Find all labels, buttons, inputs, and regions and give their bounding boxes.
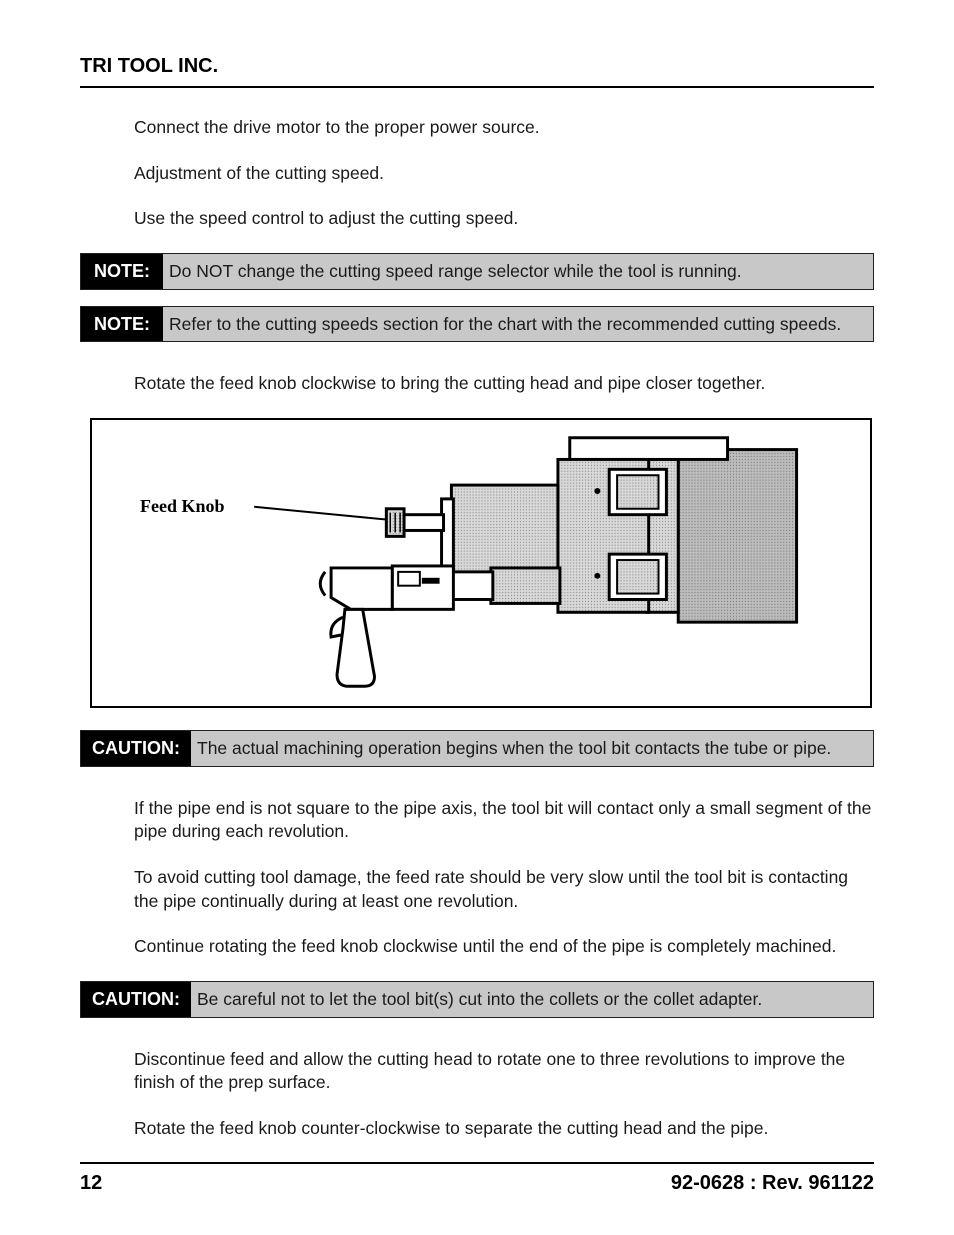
paragraph: Discontinue feed and allow the cutting h…: [134, 1048, 874, 1095]
caution-callout: CAUTION: Be careful not to let the tool …: [80, 981, 874, 1018]
tool-illustration: [92, 420, 870, 706]
page-footer: 12 92-0628 : Rev. 961122: [80, 1162, 874, 1195]
caution-label: CAUTION:: [81, 982, 191, 1017]
caution-callout: CAUTION: The actual machining operation …: [80, 730, 874, 767]
paragraph: If the pipe end is not square to the pip…: [134, 797, 874, 844]
caution-text: Be careful not to let the tool bit(s) cu…: [191, 982, 772, 1017]
caution-text: The actual machining operation begins wh…: [191, 731, 841, 766]
caution-label: CAUTION:: [81, 731, 191, 766]
paragraph: Rotate the feed knob clockwise to bring …: [134, 372, 874, 396]
paragraph: Rotate the feed knob counter-clockwise t…: [134, 1117, 874, 1141]
note-callout: NOTE: Do NOT change the cutting speed ra…: [80, 253, 874, 290]
note-label: NOTE:: [81, 254, 163, 289]
note-text: Refer to the cutting speeds section for …: [163, 307, 851, 342]
note-text: Do NOT change the cutting speed range se…: [163, 254, 752, 289]
company-name: TRI TOOL INC.: [80, 55, 218, 77]
paragraph: Adjustment of the cutting speed.: [134, 162, 874, 186]
paragraph: Continue rotating the feed knob clockwis…: [134, 935, 874, 959]
feed-knob-diagram: Feed Knob: [90, 418, 872, 708]
note-label: NOTE:: [81, 307, 163, 342]
doc-revision: 92-0628 : Rev. 961122: [671, 1172, 874, 1195]
page-number: 12: [80, 1172, 102, 1195]
paragraph: Connect the drive motor to the proper po…: [134, 116, 874, 140]
paragraph: Use the speed control to adjust the cutt…: [134, 207, 874, 231]
page-header: TRI TOOL INC.: [80, 55, 874, 88]
note-callout: NOTE: Refer to the cutting speeds sectio…: [80, 306, 874, 343]
paragraph: To avoid cutting tool damage, the feed r…: [134, 866, 874, 913]
